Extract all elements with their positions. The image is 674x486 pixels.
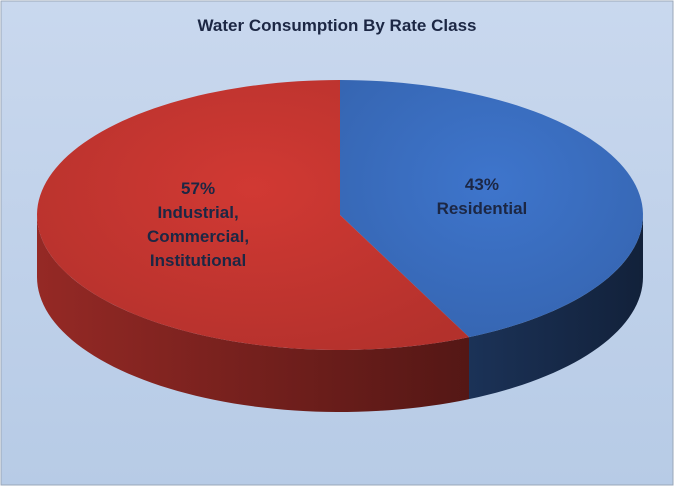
category-label: Industrial, Commercial, Institutional [147,203,250,271]
pie-side [37,215,470,412]
value-label: 57% [181,179,216,199]
category-label: Residential [436,198,528,218]
pie-slice [340,80,643,338]
pie-slice [37,80,470,350]
pie-side [469,215,643,400]
value-label: 43% [464,174,499,194]
chart-title: Water Consumption By Rate Class [197,16,477,35]
